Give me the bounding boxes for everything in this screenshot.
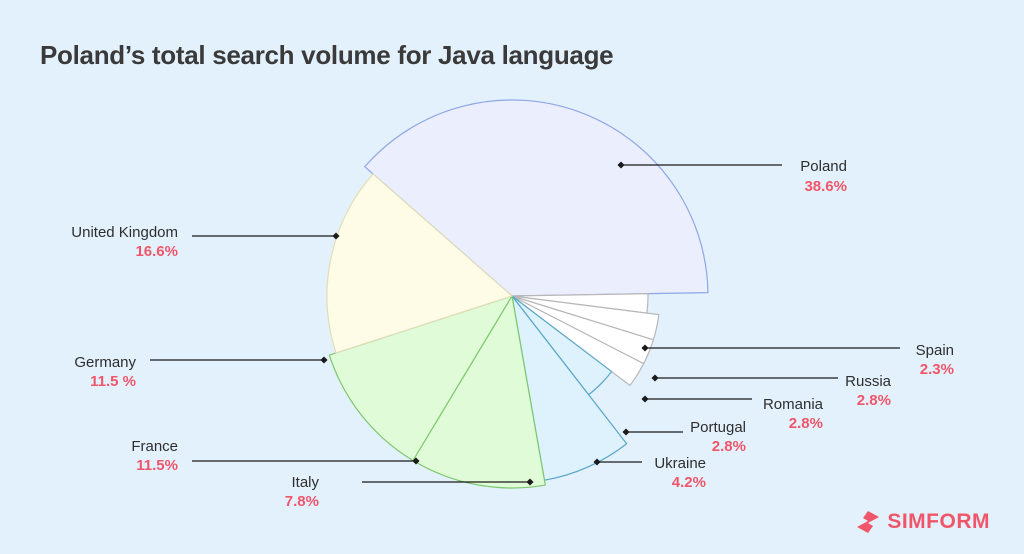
chart-title: Poland’s total search volume for Java la… <box>40 40 614 70</box>
leader-dot-portugal <box>622 428 630 436</box>
slice-label-germany: Germany <box>74 354 136 371</box>
leader-dot-russia <box>651 374 659 382</box>
slice-value-germany: 11.5 % <box>90 373 136 390</box>
slice-label-russia: Russia <box>845 373 892 390</box>
slice-label-ukraine: Ukraine <box>654 455 706 472</box>
pie-slice-poland <box>364 99 709 297</box>
slice-label-portugal: Portugal <box>690 419 746 436</box>
leader-dot-united-kingdom <box>332 232 340 240</box>
leader-dot-france <box>412 457 420 465</box>
slice-value-russia: 2.8% <box>857 392 891 409</box>
leader-dot-ukraine <box>593 458 601 466</box>
slice-label-italy: Italy <box>291 474 319 491</box>
brand-name: SIMFORM <box>887 510 990 533</box>
slice-value-ukraine: 4.2% <box>672 474 706 491</box>
slice-value-romania: 2.8% <box>789 415 823 432</box>
pie-slice-germany <box>328 295 513 462</box>
slice-value-spain: 2.3% <box>920 361 954 378</box>
pie-slice-portugal <box>511 295 645 387</box>
slice-value-poland: 38.6% <box>804 178 847 195</box>
slice-label-poland: Poland <box>800 158 847 175</box>
simform-logo: SIMFORM <box>855 510 990 534</box>
slice-label-united-kingdom: United Kingdom <box>71 224 178 241</box>
leader-dot-poland <box>617 161 625 169</box>
slice-value-united-kingdom: 16.6% <box>135 243 178 260</box>
slice-label-romania: Romania <box>763 396 824 413</box>
slice-label-france: France <box>131 438 178 455</box>
pie-slice-france <box>412 295 546 489</box>
pie-slice-united-kingdom <box>326 173 513 354</box>
slice-value-italy: 7.8% <box>285 493 319 510</box>
pie-slices <box>326 99 709 489</box>
pie-labels: Poland 38.6% Spain 2.3% Russia 2.8% Romania 2.8… <box>71 158 954 510</box>
leader-dot-italy <box>526 478 534 486</box>
leader-dot-romania <box>641 395 649 403</box>
slice-value-france: 11.5% <box>136 457 178 474</box>
leader-dot-spain <box>641 344 649 352</box>
slice-value-portugal: 2.8% <box>712 438 746 455</box>
leader-dot-germany <box>320 356 328 364</box>
slice-label-spain: Spain <box>916 342 954 359</box>
simform-logo-icon <box>857 511 880 533</box>
